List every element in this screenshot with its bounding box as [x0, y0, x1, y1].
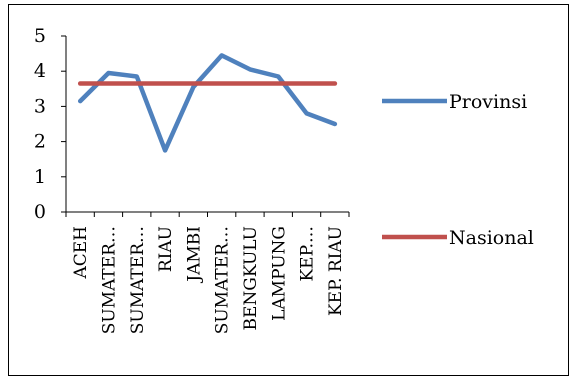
x-category-label: RIAU: [156, 226, 176, 272]
x-category-label: SUMATER…: [99, 226, 119, 334]
chart-frame: [8, 4, 569, 376]
legend-label-provinsi: Provinsi: [449, 91, 527, 113]
y-tick-label: 0: [34, 201, 46, 223]
x-category-label: JAMBI: [184, 226, 204, 284]
y-tick-label: 4: [34, 60, 46, 82]
y-tick-label: 2: [34, 131, 46, 153]
x-category-label: BENGKULU: [241, 226, 261, 330]
series-line-provinsi: [77, 53, 338, 153]
legend: Provinsi Nasional: [382, 91, 534, 249]
x-category-label: KEP. RIAU: [326, 226, 346, 316]
x-category-label: SUMATER…: [128, 226, 148, 334]
x-category-label: ACEH: [71, 226, 91, 280]
y-tick-label: 3: [34, 95, 46, 117]
series-lines: [77, 53, 338, 153]
x-category-label: SUMATER…: [213, 226, 233, 334]
y-tick-label: 5: [34, 25, 46, 47]
y-tick-label: 1: [34, 166, 46, 188]
y-axis: 0 1 2 3 4 5: [34, 25, 67, 223]
x-category-label: KEP.…: [298, 226, 318, 282]
x-axis: ACEH SUMATER… SUMATER… RIAU JAMBI SUMATER… BEN…: [65, 211, 350, 334]
legend-label-nasional: Nasional: [449, 227, 534, 249]
x-category-label: LAMPUNG: [269, 226, 289, 321]
